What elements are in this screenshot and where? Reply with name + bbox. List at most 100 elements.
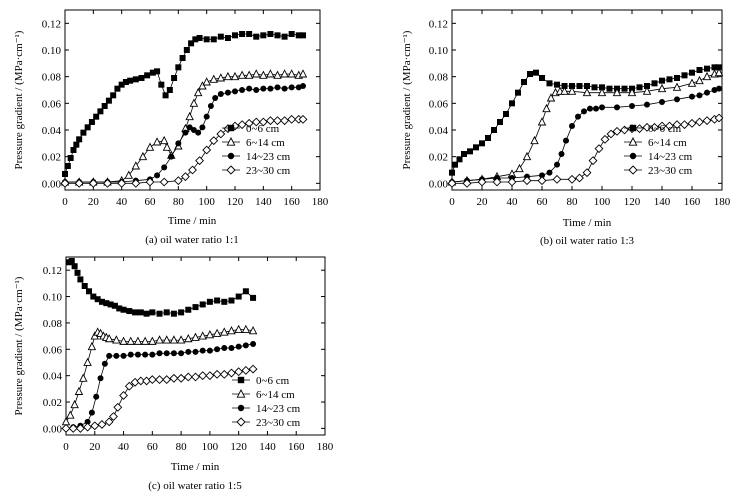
data-point-square	[599, 84, 605, 91]
legend-marker-circle	[237, 404, 245, 412]
data-point-square	[246, 31, 253, 37]
legend-label: 0~6 cm	[256, 375, 290, 387]
data-point-diamond	[251, 117, 261, 127]
data-point-triangle	[66, 410, 75, 419]
data-point-triangle	[162, 335, 171, 344]
data-point-circle	[581, 108, 587, 115]
data-point-circle	[267, 85, 274, 92]
y-axis-label-c: Pressure gradient / (MPa·cm⁻¹)	[13, 276, 25, 415]
data-point-circle	[659, 99, 665, 105]
data-point-square	[81, 283, 88, 290]
data-point-square	[210, 36, 217, 43]
data-point-square	[716, 64, 722, 71]
data-point-triangle	[234, 324, 243, 333]
data-point-triangle	[248, 326, 258, 335]
x-tick-label: 0	[449, 196, 455, 208]
y-tick-label: 0.10	[43, 292, 63, 304]
data-point-diamond	[680, 120, 689, 130]
legend-marker-circle	[227, 152, 235, 160]
legend-marker-diamond	[628, 165, 638, 175]
data-point-square	[179, 55, 186, 61]
data-point-circle	[106, 352, 113, 359]
data-point-diamond	[280, 116, 290, 126]
x-ticks-b: 0 20 40 60 80 100 120 140 160 180	[449, 10, 731, 208]
data-point-diamond	[241, 365, 251, 375]
data-point-square	[178, 309, 185, 316]
data-point-triangle	[223, 71, 233, 81]
data-point-circle	[239, 87, 246, 93]
data-point-diamond	[657, 121, 667, 131]
data-point-square	[300, 32, 306, 39]
data-point-triangle	[687, 78, 697, 87]
data-point-circle	[575, 113, 581, 120]
data-point-triangle	[90, 331, 100, 340]
data-point-square	[452, 161, 458, 168]
data-point-triangle	[184, 333, 193, 343]
y-tick-label: 0.04	[42, 125, 62, 137]
data-point-diamond	[665, 121, 674, 131]
data-point-square	[515, 89, 521, 96]
data-point-square	[253, 33, 260, 40]
x-tick-label: 180	[714, 196, 731, 208]
y-tick-label: 0.04	[43, 371, 63, 383]
data-point-diamond	[265, 116, 275, 126]
data-point-square	[242, 288, 249, 295]
data-point-square	[175, 64, 182, 71]
data-point-diamond	[298, 114, 308, 124]
data-point-circle	[274, 84, 281, 91]
legend-label: 0~6 cm	[648, 123, 682, 135]
data-point-circle	[224, 89, 231, 96]
y-tick-label: 0.00	[42, 178, 62, 190]
data-point-triangle	[189, 98, 199, 107]
data-point-square	[491, 127, 497, 133]
data-point-diamond	[119, 391, 128, 400]
x-tick-label: 0	[62, 196, 68, 208]
data-point-triangle	[287, 69, 296, 78]
data-point-square	[274, 32, 281, 39]
data-point-triangle	[220, 327, 229, 336]
plot-frame-a	[64, 9, 321, 191]
data-point-square	[192, 304, 199, 311]
data-point-square	[554, 81, 560, 88]
data-point-square	[126, 308, 133, 315]
data-point-diamond	[209, 136, 219, 146]
data-point-triangle	[145, 142, 155, 151]
data-point-triangle	[202, 77, 211, 86]
data-point-square	[162, 92, 169, 99]
data-point-diamond	[68, 423, 78, 433]
y-tick-label: 0.06	[43, 344, 63, 356]
data-point-triangle	[152, 137, 162, 146]
data-point-circle	[88, 409, 95, 416]
data-point-diamond	[219, 369, 229, 379]
data-point-square	[138, 75, 145, 81]
data-point-triangle	[642, 86, 652, 95]
data-point-square	[116, 305, 123, 312]
data-point-square	[154, 68, 161, 75]
data-point-diamond	[124, 381, 134, 391]
x-tick-label: 160	[288, 441, 305, 453]
data-point-triangle	[126, 336, 135, 345]
x-tick-label: 60	[147, 441, 159, 453]
data-point-triangle	[209, 74, 218, 83]
x-ticks-c: 0 20 40 60 80 100 120 140 160 180	[63, 257, 334, 453]
y-ticks-a: 0.00 0.02 0.04 0.06 0.08 0.10 0.12	[42, 18, 320, 190]
data-point-circle	[242, 342, 249, 349]
data-point-square	[533, 69, 539, 76]
data-point-square	[149, 309, 156, 316]
data-point-square	[569, 83, 575, 89]
data-point-triangle	[216, 73, 226, 82]
data-point-circle	[214, 346, 221, 353]
data-point-square	[503, 111, 509, 117]
x-tick-label: 120	[230, 441, 247, 453]
data-point-square	[199, 301, 206, 308]
data-point-square	[288, 31, 295, 37]
data-point-square	[497, 119, 503, 125]
x-axis-label-a: Time / min	[168, 215, 217, 227]
data-point-triangle	[627, 87, 637, 97]
data-point-triangle	[612, 87, 622, 97]
data-point-square	[696, 67, 703, 73]
data-point-circle	[563, 137, 569, 144]
data-point-circle	[120, 352, 127, 359]
data-point-square	[88, 119, 95, 125]
data-point-triangle	[70, 399, 79, 409]
